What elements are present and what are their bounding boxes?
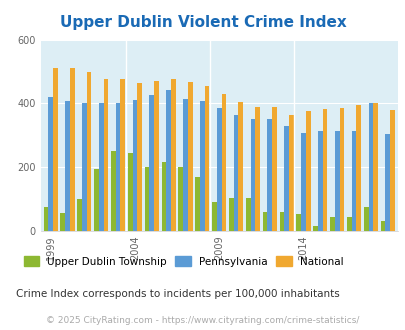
Bar bbox=[99, 103, 103, 231]
Text: Crime Index corresponds to incidents per 100,000 inhabitants: Crime Index corresponds to incidents per… bbox=[16, 289, 339, 299]
Bar bbox=[380, 221, 384, 231]
Bar bbox=[384, 134, 389, 231]
Bar bbox=[339, 108, 343, 231]
Bar bbox=[77, 199, 82, 231]
Bar bbox=[120, 80, 125, 231]
Bar bbox=[334, 130, 339, 231]
Bar bbox=[145, 167, 149, 231]
Bar bbox=[317, 131, 322, 231]
Bar bbox=[329, 216, 334, 231]
Bar bbox=[262, 212, 267, 231]
Bar bbox=[216, 108, 221, 231]
Bar bbox=[233, 115, 238, 231]
Bar bbox=[60, 214, 65, 231]
Bar bbox=[368, 103, 372, 231]
Bar bbox=[48, 97, 53, 231]
Bar bbox=[87, 72, 91, 231]
Bar bbox=[161, 162, 166, 231]
Bar bbox=[65, 101, 70, 231]
Bar bbox=[245, 197, 250, 231]
Bar bbox=[356, 105, 360, 231]
Bar bbox=[296, 214, 301, 231]
Bar bbox=[111, 151, 115, 231]
Bar bbox=[43, 207, 48, 231]
Bar bbox=[94, 169, 99, 231]
Bar bbox=[279, 212, 283, 231]
Bar bbox=[188, 82, 192, 231]
Bar bbox=[128, 153, 132, 231]
Bar bbox=[363, 207, 368, 231]
Bar bbox=[53, 68, 58, 231]
Bar bbox=[372, 103, 377, 231]
Bar bbox=[149, 95, 154, 231]
Bar bbox=[228, 197, 233, 231]
Legend: Upper Dublin Township, Pennsylvania, National: Upper Dublin Township, Pennsylvania, Nat… bbox=[21, 254, 345, 269]
Bar bbox=[301, 133, 305, 231]
Bar bbox=[137, 83, 142, 231]
Bar bbox=[267, 119, 271, 231]
Bar bbox=[154, 81, 158, 231]
Bar bbox=[132, 100, 137, 231]
Bar bbox=[284, 126, 288, 231]
Bar bbox=[255, 107, 259, 231]
Bar bbox=[178, 167, 183, 231]
Bar bbox=[212, 202, 216, 231]
Bar bbox=[351, 130, 356, 231]
Bar bbox=[305, 112, 310, 231]
Bar bbox=[200, 101, 204, 231]
Bar bbox=[389, 110, 394, 231]
Bar bbox=[322, 109, 326, 231]
Bar bbox=[238, 102, 243, 231]
Text: © 2025 CityRating.com - https://www.cityrating.com/crime-statistics/: © 2025 CityRating.com - https://www.city… bbox=[46, 316, 359, 325]
Bar bbox=[82, 103, 87, 231]
Bar bbox=[171, 80, 175, 231]
Bar bbox=[313, 226, 317, 231]
Bar bbox=[221, 94, 226, 231]
Bar bbox=[250, 119, 255, 231]
Text: Upper Dublin Violent Crime Index: Upper Dublin Violent Crime Index bbox=[60, 15, 345, 30]
Bar bbox=[204, 86, 209, 231]
Bar bbox=[271, 107, 276, 231]
Bar bbox=[288, 115, 293, 231]
Bar bbox=[195, 177, 200, 231]
Bar bbox=[346, 216, 351, 231]
Bar bbox=[166, 90, 171, 231]
Bar bbox=[115, 103, 120, 231]
Bar bbox=[103, 80, 108, 231]
Bar bbox=[183, 99, 188, 231]
Bar bbox=[70, 68, 75, 231]
